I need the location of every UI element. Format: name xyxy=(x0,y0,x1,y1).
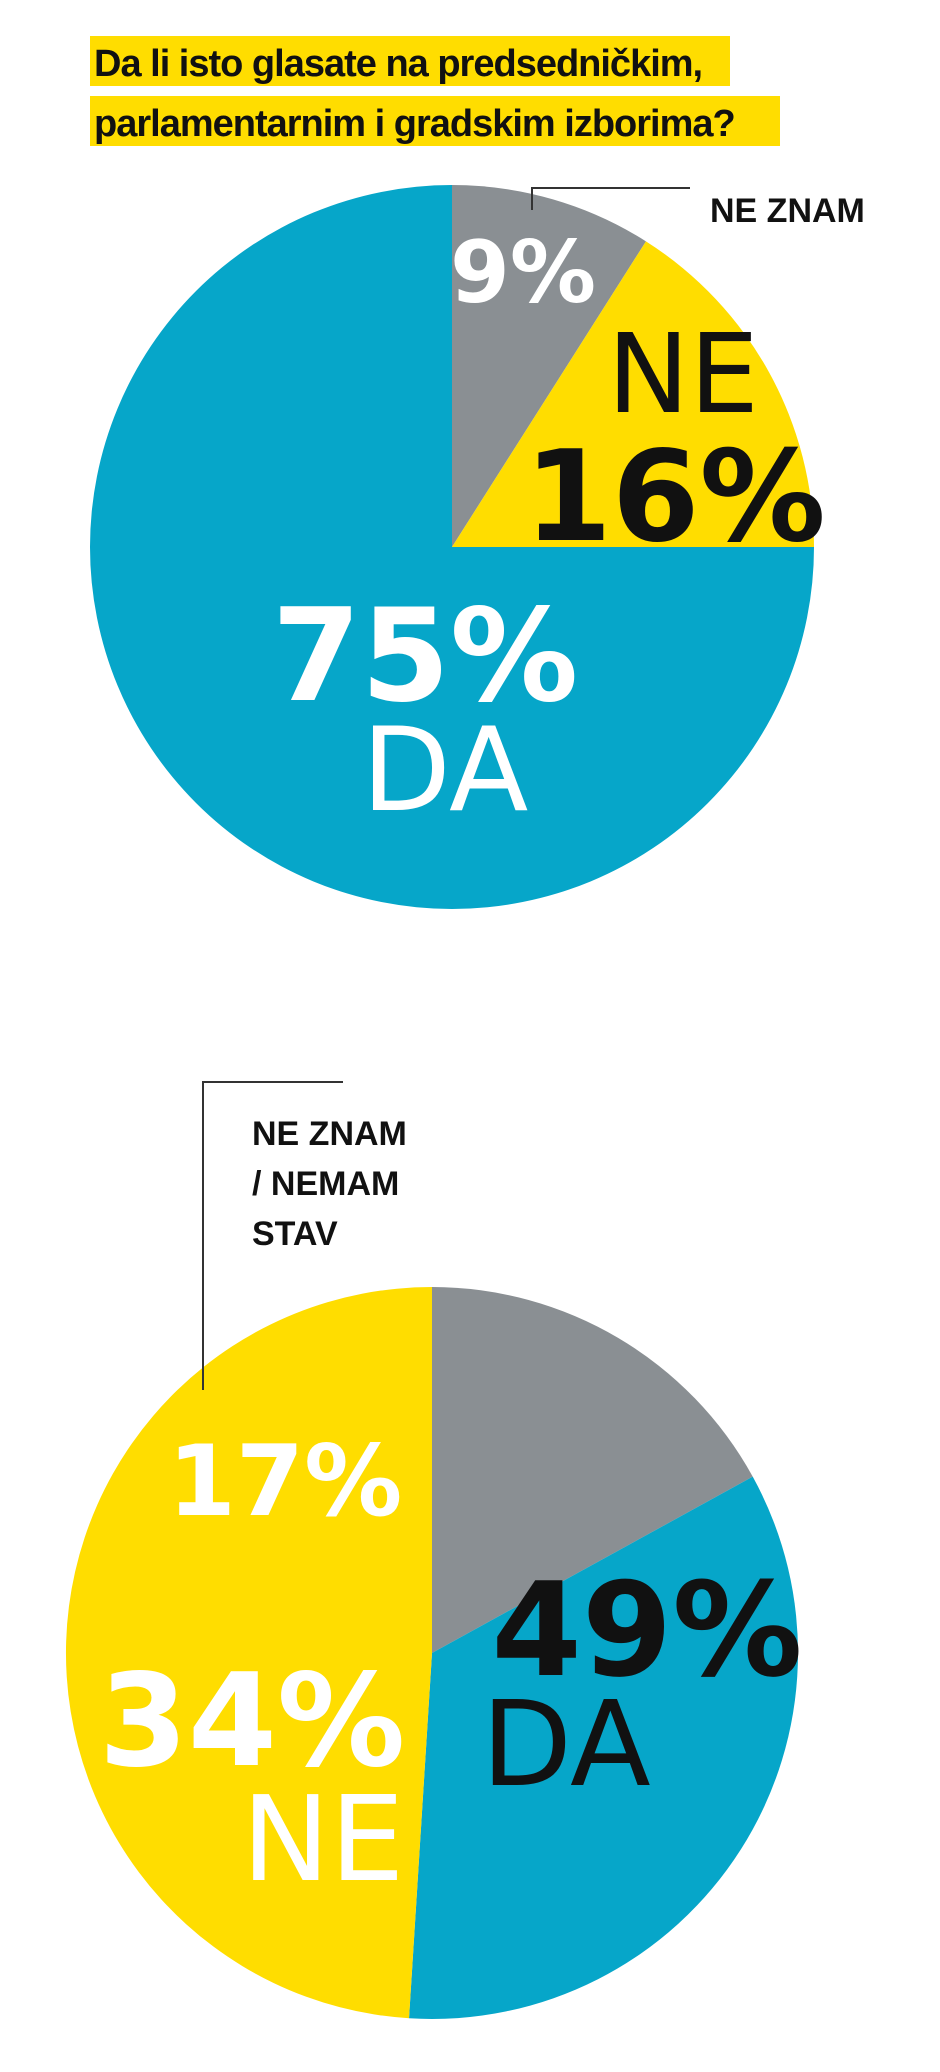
pie2-slice-ne xyxy=(409,1476,799,2020)
pie2-label-line-1: NE ZNAM xyxy=(252,1115,407,1153)
pie2-label-da: DA xyxy=(481,1675,651,1813)
pie2-value-ne: 34% xyxy=(99,1647,405,1796)
pie1-label-da: DA xyxy=(362,703,529,838)
pie1-label-ne-znam: NE ZNAM xyxy=(710,192,865,230)
pie1-slice-ne-znam xyxy=(452,184,646,547)
pie-chart-2 xyxy=(65,1286,799,2020)
pie1-slice-da xyxy=(90,185,814,909)
title-highlight-2 xyxy=(90,96,780,146)
pie1-callout-leader xyxy=(531,187,690,210)
title-highlight-1 xyxy=(90,36,730,86)
pie2-value-da: 49% xyxy=(491,1554,802,1706)
pie1-value-ne: 16% xyxy=(524,423,826,570)
pie-chart-1 xyxy=(90,184,814,909)
pie1-value-da: 75% xyxy=(272,582,578,731)
chart-title-line-1: Da li isto glasate na predsedničkim, xyxy=(94,43,702,85)
pie1-value-ne-znam: 9% xyxy=(450,223,596,323)
pie1-slice-ne xyxy=(452,241,814,547)
pie2-value-ne-znam: 17% xyxy=(168,1425,403,1539)
pie2-slice-da xyxy=(65,1286,433,2019)
pie2-callout-leader xyxy=(202,1081,343,1390)
pie1-label-ne: NE xyxy=(607,310,759,438)
pie2-slice-ne-znam-nemam-stav xyxy=(432,1287,753,1653)
pie2-label-ne: NE xyxy=(242,1770,405,1908)
chart-title-line-2: parlamentarnim i gradskim izborima? xyxy=(94,103,735,145)
pie2-label-line-3: STAV xyxy=(252,1215,338,1253)
pie2-label-line-2: / NEMAM xyxy=(252,1165,399,1203)
